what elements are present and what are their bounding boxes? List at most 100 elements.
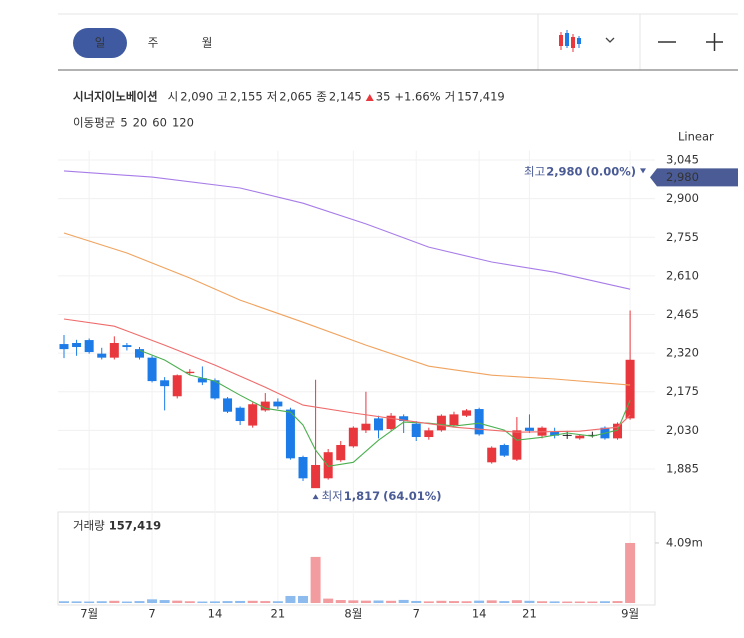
candle-body [424,430,434,438]
candle-body [84,340,94,353]
volume-bar [461,601,472,603]
active-tab-pill [73,28,127,58]
volume-bar [398,599,409,603]
volume-value: 157,419 [457,90,505,104]
volume-bar [524,600,535,603]
volume-bar [348,600,359,603]
volume-bar [172,600,183,603]
ma-legend-entry: 5 [120,116,127,130]
candle-body [499,445,509,456]
candle-body [197,378,207,383]
volume-bar [562,601,573,603]
tab[interactable]: 주 [148,36,159,50]
volume-bar [96,601,107,603]
volume-bar [474,600,485,603]
quote-label: 거 [445,90,456,104]
volume-bar [612,601,623,603]
low-marker-value-label: 1,817 [344,489,380,503]
volume-bar [486,600,497,603]
volume-bar [436,600,447,603]
volume-bar [184,601,195,603]
tab[interactable]: 일 [95,36,106,50]
candle-body [436,415,446,431]
candle-body [512,430,522,460]
quote-label: 저 [267,90,278,104]
volume-bar [109,600,120,603]
x-tick-label: 7월 [80,607,98,621]
volume-bar [549,601,560,603]
volume-bar [134,601,145,603]
last-price-label: 2,980 [666,170,699,184]
x-tick-label: 7 [413,607,420,621]
x-tick-label: 14 [208,607,223,621]
volume-bar [247,600,258,603]
candle-body [298,456,308,479]
quote-value: 2,155 [230,90,263,104]
high-marker-arrow [640,168,646,174]
low-marker: 최저1,817 (64.01%) [322,489,442,503]
volume-bar [423,601,434,603]
candle-body [147,357,157,382]
candle-body [185,371,195,374]
candle-body [336,445,346,461]
volume-bar [84,601,95,603]
volume-bar [71,601,82,603]
candle-body [524,427,534,431]
y-tick-label: 2,900 [666,191,699,205]
candle-body [411,423,421,438]
ma-legend-label: 이동평균 [73,116,115,130]
candle-body [374,418,383,431]
volume-bar [511,600,522,603]
high-marker: 최고2,980 (0.00%) [524,164,636,178]
zoom-in-button[interactable] [706,33,723,51]
moving-average-line [63,170,631,290]
candle-body [386,415,396,430]
candle-body [449,414,459,426]
candle-body [323,452,333,479]
candle-body [210,380,220,399]
chart-type-icon[interactable] [559,30,581,52]
moving-average-line [63,232,631,386]
volume-bar [335,600,346,603]
moving-average-line [63,318,631,433]
volume-bar [310,556,321,603]
last-price-tag [650,168,738,187]
volume-bar [537,601,548,603]
volume-title: 거래량 [73,519,105,533]
volume-bar [197,601,208,603]
volume-bar [285,595,296,603]
candle-body [260,401,270,411]
volume-bar [260,601,271,603]
volume-bar [599,601,610,603]
volume-bar [587,601,598,603]
y-tick-label: 2,755 [666,230,699,244]
volume-bar [360,600,371,603]
candle-body [462,410,472,416]
low-marker-change: (64.01%) [383,489,441,503]
moving-average-line [139,349,631,467]
quote-value: 2,090 [180,90,213,104]
candle-body [613,423,623,439]
candle-body [587,434,597,436]
volume-bar [499,601,510,603]
candle-body [361,423,371,431]
candle-body [59,344,69,350]
volume-bar [147,599,158,603]
tab[interactable]: 월 [202,36,213,50]
change-pct: +1.66% [394,90,440,104]
x-tick-label: 21 [522,607,537,621]
x-tick-label: 9월 [621,607,639,621]
volume-bar [411,600,422,603]
y-tick-label: 1,885 [666,461,699,475]
quote-label: 종 [316,90,327,104]
candle-body [474,409,484,435]
dropdown-chevron[interactable] [605,37,615,43]
scale-label[interactable]: Linear [678,130,714,144]
volume-bar [222,601,233,603]
candle-body [122,345,132,347]
x-tick-label: 8월 [344,607,362,621]
candle-body [172,375,182,397]
ma-legend-entry: 60 [152,116,167,130]
candle-body [235,407,245,422]
candle-body [97,353,107,358]
